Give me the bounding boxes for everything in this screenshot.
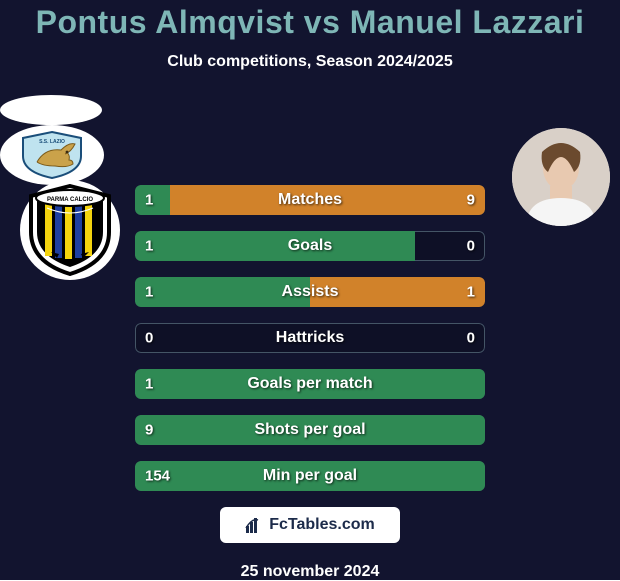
stat-value-left: 154: [145, 468, 170, 485]
stat-fill-left: [135, 231, 415, 261]
brand-text: FcTables.com: [269, 516, 375, 534]
stat-value-left: 0: [145, 330, 153, 347]
stat-label: Shots per goal: [254, 421, 365, 439]
comparison-title: Pontus Almqvist vs Manuel Lazzari: [0, 4, 620, 41]
stat-row: 0 0 Hattricks: [135, 323, 485, 353]
comparison-subtitle: Club competitions, Season 2024/2025: [0, 53, 620, 71]
stat-value-left: 9: [145, 422, 153, 439]
stat-row: 154 Min per goal: [135, 461, 485, 491]
stat-label: Goals per match: [247, 375, 372, 393]
svg-text:S.S. LAZIO: S.S. LAZIO: [39, 139, 65, 145]
stat-value-left: 1: [145, 192, 153, 209]
stat-value-left: 1: [145, 238, 153, 255]
stat-value-left: 1: [145, 376, 153, 393]
stat-value-right: 0: [467, 238, 475, 255]
stat-label: Goals: [288, 237, 332, 255]
player-right-avatar: [512, 128, 610, 226]
stat-row: 9 Shots per goal: [135, 415, 485, 445]
club-crest-left: PARMA CALCIO: [20, 180, 120, 280]
svg-text:PARMA CALCIO: PARMA CALCIO: [47, 197, 93, 203]
stat-value-left: 1: [145, 284, 153, 301]
stat-row: 1 Goals per match: [135, 369, 485, 399]
stat-label: Matches: [278, 191, 342, 209]
stat-value-right: 9: [467, 192, 475, 209]
club-crest-right: S.S. LAZIO: [0, 125, 104, 185]
stat-row: 1 0 Goals: [135, 231, 485, 261]
brand-badge: FcTables.com: [220, 507, 400, 543]
stat-value-right: 0: [467, 330, 475, 347]
snapshot-date: 25 november 2024: [0, 563, 620, 581]
stat-label: Min per goal: [263, 467, 357, 485]
stats-list: 1 9 Matches 1 0 Goals 1 1 Assists 0 0 Hattricks 1 Goa…: [135, 185, 485, 491]
player-left-avatar: [0, 95, 102, 125]
stat-row: 1 9 Matches: [135, 185, 485, 215]
stat-label: Hattricks: [276, 329, 344, 347]
stat-row: 1 1 Assists: [135, 277, 485, 307]
stat-value-right: 1: [467, 284, 475, 301]
stat-label: Assists: [282, 283, 339, 301]
